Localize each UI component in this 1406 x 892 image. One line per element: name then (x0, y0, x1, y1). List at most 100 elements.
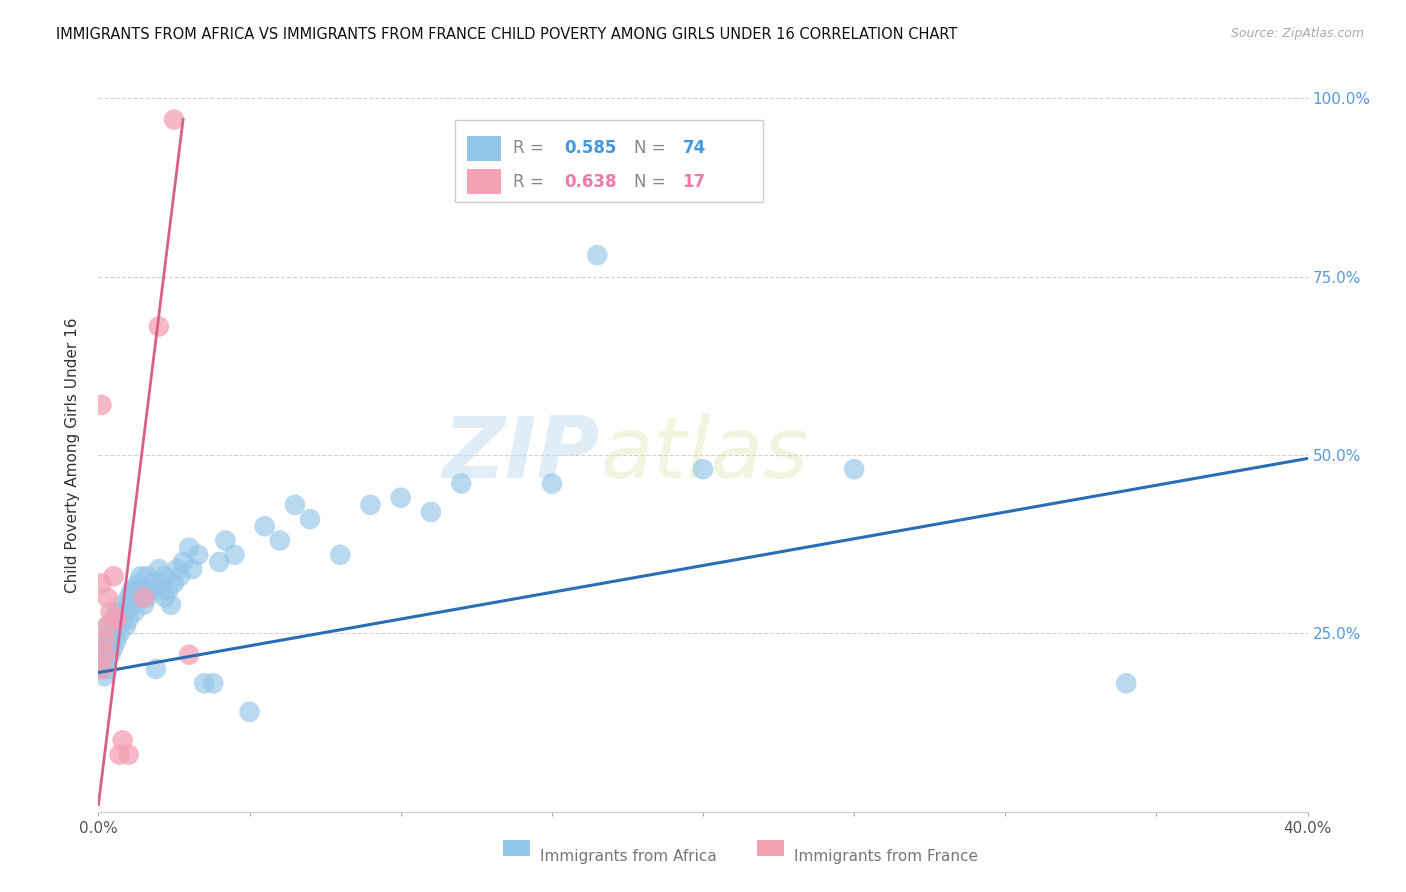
Point (93, 648, 115, 662)
Text: Immigrants from France: Immigrants from France (793, 849, 977, 863)
Text: 74: 74 (682, 139, 706, 157)
Point (360, 498, 382, 512)
Point (540, 476, 562, 491)
Point (148, 583, 170, 598)
Point (93, 655, 115, 669)
Point (114, 605, 136, 619)
Point (193, 676, 215, 690)
Point (111, 598, 134, 612)
Point (100, 633, 122, 648)
Point (148, 562, 170, 576)
Point (450, 476, 472, 491)
Text: 17: 17 (682, 173, 706, 191)
Point (214, 533, 236, 548)
Point (118, 591, 141, 605)
Point (156, 583, 179, 598)
Point (202, 676, 225, 690)
Point (108, 605, 131, 619)
Point (132, 583, 155, 598)
Point (96, 591, 118, 605)
Bar (467, 169, 501, 194)
Point (172, 555, 194, 569)
Point (90, 648, 112, 662)
Point (224, 548, 246, 562)
Point (121, 583, 143, 598)
Point (153, 569, 176, 583)
Point (166, 562, 188, 576)
Point (135, 569, 157, 583)
Point (90, 662, 112, 676)
Point (124, 605, 146, 619)
Point (93, 633, 115, 648)
Point (90, 398, 112, 412)
Point (179, 541, 201, 555)
Point (132, 598, 155, 612)
Point (124, 583, 146, 598)
Point (179, 648, 201, 662)
Point (90, 662, 112, 676)
Text: R =: R = (513, 139, 550, 157)
Point (420, 505, 443, 519)
Point (105, 633, 128, 648)
Point (299, 512, 322, 526)
Point (160, 598, 183, 612)
Point (1115, 676, 1137, 690)
Point (100, 626, 122, 640)
Text: 0.585: 0.585 (564, 139, 616, 157)
Text: IMMIGRANTS FROM AFRICA VS IMMIGRANTS FROM FRANCE CHILD POVERTY AMONG GIRLS UNDER: IMMIGRANTS FROM AFRICA VS IMMIGRANTS FRO… (56, 27, 957, 42)
Point (844, 462, 866, 476)
Point (93, 633, 115, 648)
Point (132, 591, 155, 605)
Text: R =: R = (513, 173, 550, 191)
Point (96, 619, 118, 633)
Point (169, 569, 191, 583)
Point (142, 576, 165, 591)
Point (93, 669, 115, 683)
FancyBboxPatch shape (456, 120, 763, 202)
Point (103, 640, 125, 655)
Point (208, 555, 231, 569)
Point (145, 662, 167, 676)
Point (96, 619, 118, 633)
Point (118, 612, 141, 626)
Point (103, 612, 125, 626)
Point (187, 548, 209, 562)
Point (105, 619, 128, 633)
Bar (503, 840, 530, 856)
Text: Immigrants from Africa: Immigrants from Africa (540, 849, 717, 863)
Text: 0.638: 0.638 (564, 173, 616, 191)
Point (90, 576, 112, 591)
Point (121, 598, 143, 612)
Point (329, 548, 352, 562)
Point (127, 591, 149, 605)
Point (111, 612, 134, 626)
Point (150, 576, 173, 591)
Point (153, 591, 176, 605)
Point (163, 112, 186, 127)
Point (284, 498, 307, 512)
Point (129, 591, 152, 605)
Text: N =: N = (634, 173, 671, 191)
Point (108, 626, 131, 640)
Point (135, 591, 157, 605)
Point (181, 562, 204, 576)
Point (96, 662, 118, 676)
Point (100, 648, 122, 662)
Bar (467, 136, 501, 161)
Text: Source: ZipAtlas.com: Source: ZipAtlas.com (1230, 27, 1364, 40)
Point (118, 747, 141, 762)
Point (111, 733, 134, 747)
Point (114, 619, 136, 633)
Point (105, 605, 128, 619)
Point (389, 491, 412, 505)
Point (163, 576, 186, 591)
Point (108, 747, 131, 762)
Point (105, 612, 128, 626)
Y-axis label: Child Poverty Among Girls Under 16: Child Poverty Among Girls Under 16 (65, 318, 80, 592)
Bar (758, 840, 785, 856)
Text: N =: N = (634, 139, 671, 157)
Point (586, 248, 609, 262)
Point (239, 705, 262, 719)
Point (96, 640, 118, 655)
Point (100, 605, 122, 619)
